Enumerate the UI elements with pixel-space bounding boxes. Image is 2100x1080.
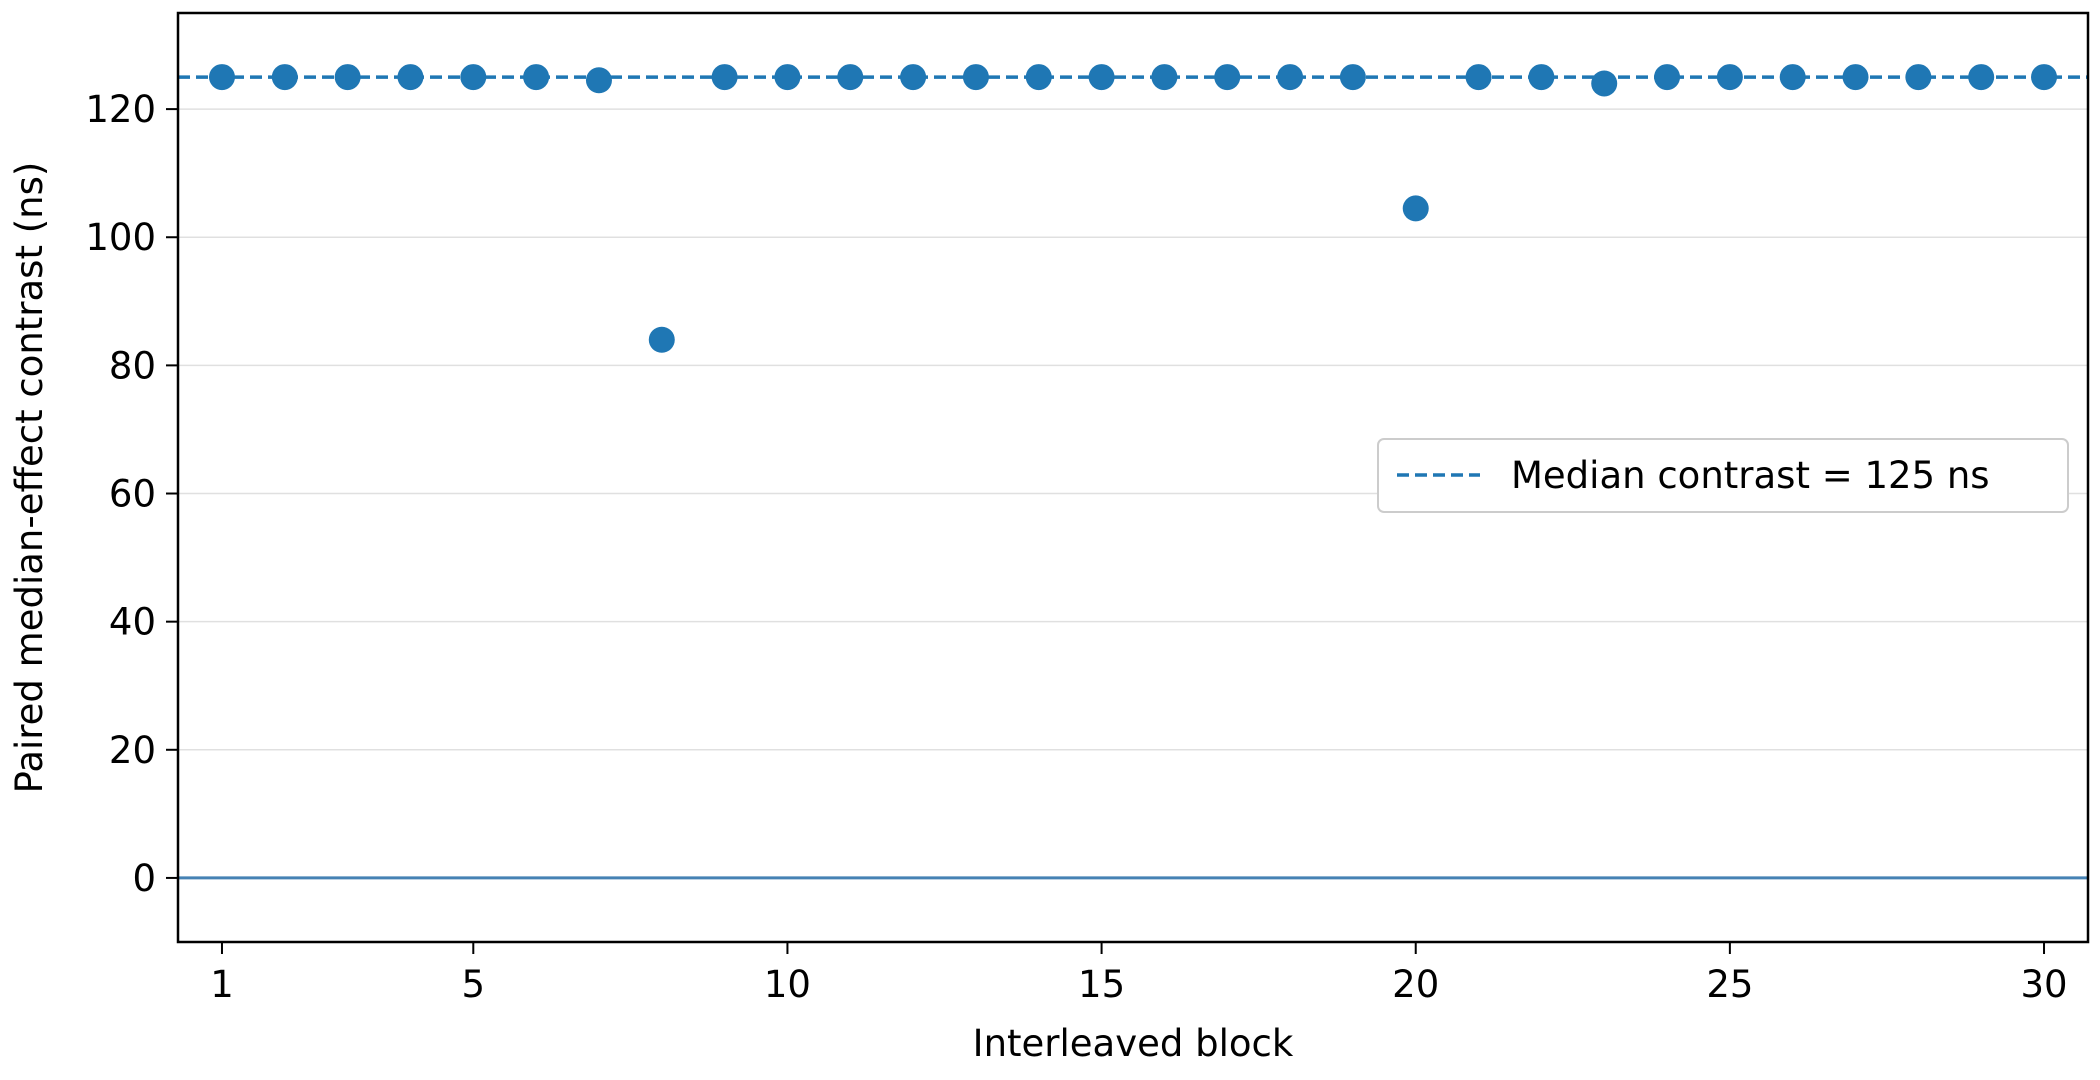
data-point [523, 64, 550, 91]
x-tick-label: 25 [1706, 963, 1753, 1006]
data-point [1402, 195, 1429, 222]
data-point [1591, 70, 1618, 97]
data-points [208, 64, 2058, 353]
data-point [460, 64, 487, 91]
data-point [585, 67, 612, 94]
data-point [900, 64, 927, 91]
legend-label: Median contrast = 125 ns [1511, 454, 1990, 497]
legend-box [1377, 438, 2069, 513]
data-point [711, 64, 738, 91]
y-axis-ticks: 0 20 40 60 80 100 120 [85, 88, 178, 900]
reference-lines [178, 75, 2088, 880]
data-point [1025, 64, 1052, 91]
gridlines [178, 108, 2088, 879]
data-point [1905, 64, 1932, 91]
data-point [1654, 64, 1681, 91]
legend: Median contrast = 125 ns [1377, 438, 2069, 513]
y-tick-label: 120 [85, 88, 156, 131]
y-tick-label: 20 [109, 729, 156, 772]
x-tick-label: 1 [210, 963, 234, 1006]
y-tick-label: 40 [109, 601, 156, 644]
y-tick-label: 0 [132, 857, 156, 900]
data-point [1151, 64, 1178, 91]
data-point [1716, 64, 1743, 91]
data-point [1528, 64, 1555, 91]
x-tick-label: 5 [462, 963, 486, 1006]
plot-frame [176, 11, 2090, 944]
data-point [397, 64, 424, 91]
data-point [2031, 64, 2058, 91]
x-tick-label: 15 [1078, 963, 1125, 1006]
data-point [648, 326, 675, 353]
data-point [774, 64, 801, 91]
data-point [1214, 64, 1241, 91]
data-point [271, 64, 298, 91]
x-tick-label: 30 [2020, 963, 2067, 1006]
data-point [1842, 64, 1869, 91]
y-tick-label: 100 [85, 216, 156, 259]
x-axis-title: Interleaved block [973, 1022, 1294, 1065]
data-point [1968, 64, 1995, 91]
x-axis-ticks: 1 5 10 15 20 25 30 [210, 942, 2068, 1006]
data-point [1465, 64, 1492, 91]
y-tick-label: 80 [109, 344, 156, 387]
data-point [1088, 64, 1115, 91]
data-point [962, 64, 989, 91]
data-point [334, 64, 361, 91]
data-point [1339, 64, 1366, 91]
y-tick-label: 60 [109, 473, 156, 516]
y-axis-title: Paired median-effect contrast (ns) [8, 162, 51, 794]
data-point [1779, 64, 1806, 91]
x-tick-label: 20 [1392, 963, 1439, 1006]
x-tick-label: 10 [764, 963, 811, 1006]
data-point [1277, 64, 1304, 91]
data-point [837, 64, 864, 91]
data-point [208, 64, 235, 91]
